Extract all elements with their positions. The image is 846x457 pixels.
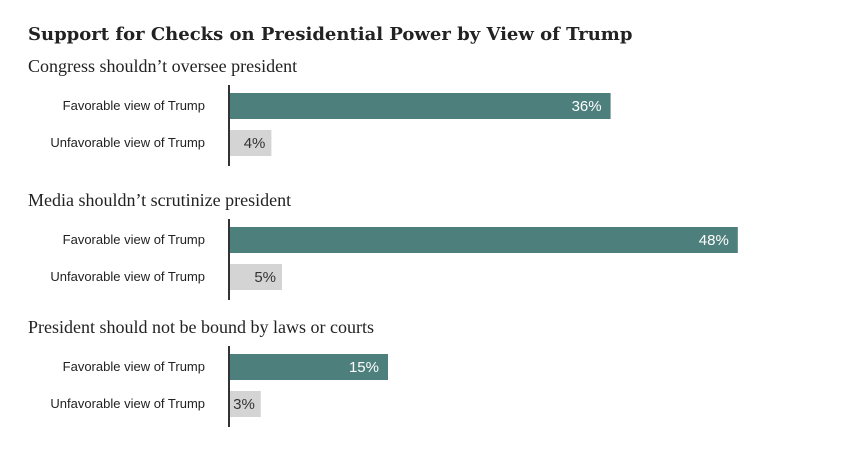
data-label: 48% xyxy=(699,232,729,249)
data-label: 36% xyxy=(572,98,602,115)
bar xyxy=(229,93,611,119)
bar xyxy=(229,264,282,290)
chart-panels: Congress shouldn’t oversee president Favo… xyxy=(28,56,738,427)
bar xyxy=(229,391,261,417)
bar xyxy=(229,227,738,253)
panel-title: Congress shouldn’t oversee president xyxy=(28,56,297,76)
category-label: Unfavorable view of Trump xyxy=(50,396,205,411)
category-label: Favorable view of Trump xyxy=(63,359,205,374)
chart-panel: Congress shouldn’t oversee president Favo… xyxy=(28,56,611,166)
chart-title: Support for Checks on Presidential Power… xyxy=(28,24,632,45)
chart-panel: President should not be bound by laws or… xyxy=(28,317,388,427)
data-label: 15% xyxy=(349,359,379,376)
category-label: Unfavorable view of Trump xyxy=(50,269,205,284)
data-label: 4% xyxy=(244,135,266,152)
chart-panel: Media shouldn’t scrutinize president Favo… xyxy=(28,190,738,300)
bar xyxy=(229,354,388,380)
data-label: 3% xyxy=(233,396,255,413)
category-label: Favorable view of Trump xyxy=(63,98,205,113)
category-label: Favorable view of Trump xyxy=(63,232,205,247)
panel-title: President should not be bound by laws or… xyxy=(28,317,374,337)
data-label: 5% xyxy=(254,269,276,286)
bar xyxy=(229,130,272,156)
panel-title: Media shouldn’t scrutinize president xyxy=(28,190,291,210)
category-label: Unfavorable view of Trump xyxy=(50,135,205,150)
